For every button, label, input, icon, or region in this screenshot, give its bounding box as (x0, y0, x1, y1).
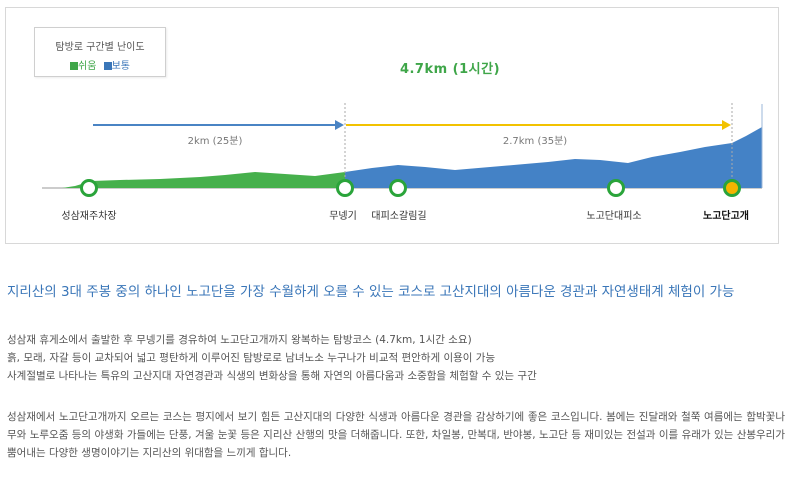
normal-section-area (345, 127, 762, 188)
stop-marker-2 (336, 179, 354, 197)
segment-label-1: 2km (25분) (187, 136, 243, 147)
legend-item-normal: 보통 (103, 61, 130, 72)
stop-marker-5 (723, 179, 741, 197)
summary-line-3: 사계절별로 나타나는 특유의 고산지대 자연경관과 식생의 변화상을 통해 자연… (7, 370, 537, 382)
stop-label-1: 성삼재주차장 (61, 211, 117, 222)
elevation-profile (42, 103, 763, 197)
stop-marker-3 (389, 179, 407, 197)
total-distance-time: 4.7km (1시간) (399, 62, 501, 77)
legend-label-normal: 보통 (111, 61, 130, 72)
legend-label-easy: 쉬움 (78, 61, 97, 72)
legend-items: 쉬움 보통 (35, 57, 165, 72)
segment-arrowhead-1 (335, 120, 344, 130)
summary-line-2: 흙, 모래, 자갈 등이 교차되어 넓고 평탄하게 이루어진 탐방로로 남녀노소… (7, 352, 496, 364)
stop-marker-4 (607, 179, 625, 197)
course-heading: 지리산의 3대 주봉 중의 하나인 노고단을 가장 수월하게 오를 수 있는 코… (7, 284, 735, 300)
segment-label-2: 2.7km (35분) (502, 136, 568, 147)
legend-swatch-normal (103, 62, 112, 70)
segment-arrowhead-2 (722, 120, 731, 130)
summary-line-1: 성삼재 휴게소에서 출발한 후 무넹기를 경유하여 노고단고개까지 왕복하는 탐… (7, 334, 472, 346)
legend-title: 탐방로 구간별 난이도 (55, 42, 145, 53)
stop-label-4: 노고단대피소 (586, 211, 642, 222)
difficulty-legend: 탐방로 구간별 난이도 쉬움 보통 (34, 27, 166, 77)
legend-item-easy: 쉬움 (70, 61, 96, 72)
easy-section-area (62, 172, 345, 188)
stop-label-2: 무넹기 (329, 211, 357, 222)
course-summary: 성삼재 휴게소에서 출발한 후 무넹기를 경유하여 노고단고개까지 왕복하는 탐… (7, 331, 785, 385)
course-description: 성삼재에서 노고단고개까지 오르는 코스는 평지에서 보기 힘든 고산지대의 다… (7, 411, 785, 459)
stop-marker-1 (80, 179, 98, 197)
legend-swatch-easy (70, 62, 78, 70)
stop-label-3: 대피소갈림길 (371, 211, 427, 222)
stop-label-5: 노고단고개 (703, 211, 749, 222)
